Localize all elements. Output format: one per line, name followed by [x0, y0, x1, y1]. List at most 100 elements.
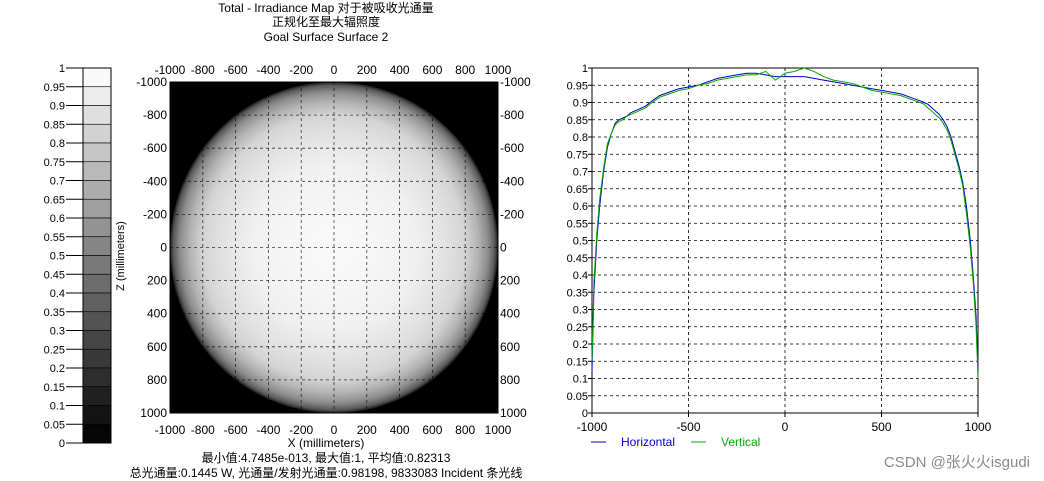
colorbar-tick-label: 0.55 [44, 232, 65, 244]
colorbar-cell [82, 142, 112, 163]
map-ytick-left: -1000 [136, 75, 167, 89]
line-ytick-label: 0.65 [567, 184, 588, 196]
map-ytick-right: -400 [500, 174, 524, 188]
line-ytick-label: 0.25 [567, 322, 588, 334]
line-ytick-label: 0.35 [567, 287, 588, 299]
map-ytick-right: -800 [500, 108, 524, 122]
stats-line2: 总光通量:0.1445 W, 光通量/发射光通量:0.98198, 983308… [130, 465, 523, 480]
colorbar-cell [82, 123, 112, 144]
colorbar-cell [82, 86, 112, 106]
map-ytick-right: 0 [500, 241, 507, 255]
colorbar-tick-label: 1 [59, 63, 65, 75]
colorbar-cell [82, 348, 112, 369]
map-ytick-right: 600 [500, 340, 520, 354]
line-ytick-label: 0.75 [567, 149, 588, 161]
colorbar-tick-label: 0.6 [50, 213, 65, 225]
colorbar-cell [82, 273, 112, 294]
map-ylabel: Z (millimeters) [115, 221, 127, 291]
map-xtick-top: 0 [331, 63, 338, 77]
map-xlabel: X (millimeters) [288, 436, 365, 450]
colorbar-cell [82, 367, 112, 388]
map-ytick-right: -600 [500, 141, 524, 155]
map-xtick-bottom: 0 [331, 423, 338, 437]
line-ytick-label: 0.1 [573, 374, 588, 386]
watermark-text: CSDN @张火火isgudi [884, 454, 1030, 471]
legend-horizontal-label: Horizontal [621, 435, 675, 449]
colorbar-tick-label: 0.35 [44, 307, 65, 319]
colorbar-tick-label: 0.15 [44, 382, 65, 394]
line-ytick-label: 0.2 [573, 339, 588, 351]
colorbar-cell [82, 236, 112, 256]
map-ytick-left: 600 [147, 340, 167, 354]
legend: Horizontal Vertical [591, 435, 760, 449]
line-ytick-label: 1 [582, 63, 588, 75]
map-xtick-top: 800 [455, 63, 475, 77]
colorbar-tick-label: 0.25 [44, 344, 65, 356]
colorbar-tick-label: 0.9 [50, 101, 65, 113]
map-frame [169, 81, 499, 414]
colorbar-cell [82, 198, 112, 219]
colorbar-tick-label: 0.1 [50, 401, 65, 413]
colorbar-tick-label: 0.75 [44, 157, 65, 169]
colorbar-cell [82, 386, 112, 406]
map-xtick-top: 1000 [485, 63, 512, 77]
line-frame [591, 67, 979, 414]
map-ytick-right: 1000 [500, 406, 527, 420]
map-ytick-right: -1000 [500, 75, 531, 89]
colorbar-tick-label: 0.95 [44, 82, 65, 94]
line-ytick-label: 0.45 [567, 253, 588, 265]
stats-line1: 最小值:4.7485e-013, 最大值:1, 平均值:0.82313 [202, 450, 451, 465]
colorbar-cell [82, 292, 112, 313]
colorbar-tick-label: 0 [59, 438, 65, 450]
line-ytick-label: 0.6 [573, 201, 588, 213]
line-ytick-label: 0.4 [573, 270, 588, 282]
line-ytick-label: 0.95 [567, 80, 588, 92]
map-ytick-left: 200 [147, 274, 167, 288]
cross-section-chart: 10.950.90.850.80.750.70.650.60.550.50.45… [567, 63, 992, 434]
map-xtick-bottom: -1000 [155, 423, 186, 437]
irradiance-map: -1000-1000-800-800-600-600-400-400-200-2… [136, 63, 531, 437]
map-ytick-left: -600 [143, 141, 167, 155]
map-ytick-left: -200 [143, 207, 167, 221]
line-xtick-label: 0 [782, 420, 789, 434]
line-ytick-label: 0.55 [567, 218, 588, 230]
colorbar-cell [82, 311, 112, 331]
map-xtick-bottom: 600 [422, 423, 442, 437]
line-ytick-label: 0.15 [567, 356, 588, 368]
line-ytick-label: 0.7 [573, 167, 588, 179]
map-ytick-left: 0 [160, 241, 167, 255]
colorbar-cell [82, 330, 112, 350]
map-ytick-left: -800 [143, 108, 167, 122]
map-ytick-right: -200 [500, 207, 524, 221]
colorbar-tick-label: 0.45 [44, 269, 65, 281]
line-xtick-label: 500 [871, 420, 891, 434]
line-ytick-label: 0.5 [573, 236, 588, 248]
map-xtick-bottom: -400 [256, 423, 280, 437]
line-ytick-label: 0.9 [573, 98, 588, 110]
map-ytick-left: 800 [147, 373, 167, 387]
chart-title-line3: Goal Surface Surface 2 [264, 30, 389, 44]
map-xtick-bottom: -600 [224, 423, 248, 437]
colorbar-cell [82, 105, 112, 125]
series-vertical-line [591, 67, 979, 379]
map-xtick-bottom: 400 [390, 423, 410, 437]
colorbar-tick-label: 0.2 [50, 363, 65, 375]
line-xtick-label: 1000 [965, 420, 992, 434]
colorbar-tick-label: 0.4 [50, 288, 65, 300]
map-ytick-right: 200 [500, 274, 520, 288]
map-ytick-right: 400 [500, 307, 520, 321]
map-xtick-top: -1000 [155, 63, 186, 77]
line-ytick-label: 0.85 [567, 115, 588, 127]
legend-vertical-label: Vertical [721, 435, 760, 449]
colorbar-tick-label: 0.7 [50, 176, 65, 188]
colorbar-tick-label: 0.05 [44, 419, 65, 431]
colorbar-tick-label: 0.65 [44, 194, 65, 206]
line-ytick-label: 0 [582, 408, 588, 420]
line-xtick-label: -1000 [577, 420, 608, 434]
colorbar-cell [82, 255, 112, 275]
colorbar-tick-label: 0.85 [44, 119, 65, 131]
map-xtick-bottom: 1000 [485, 423, 512, 437]
map-xtick-top: 400 [390, 63, 410, 77]
colorbar-cell [82, 67, 112, 88]
